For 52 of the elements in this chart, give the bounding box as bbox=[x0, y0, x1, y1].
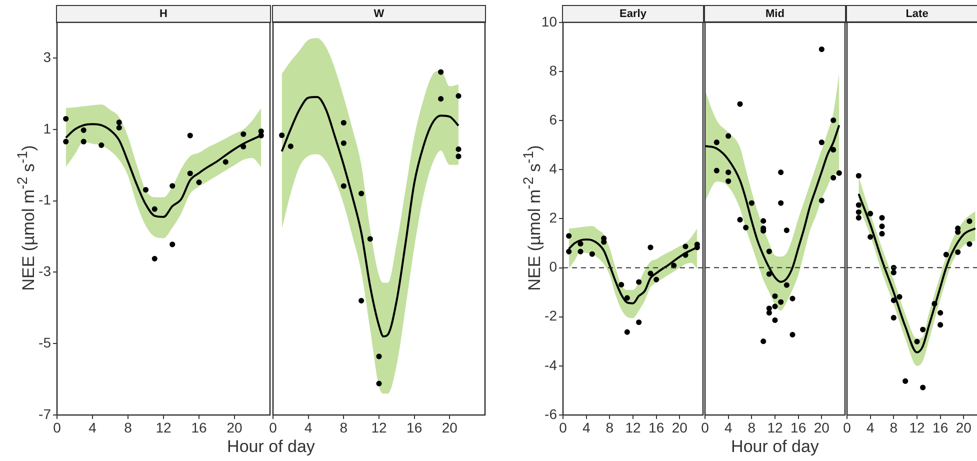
x-tick-label: 20 bbox=[672, 419, 688, 436]
x-tick-label: 0 bbox=[843, 419, 852, 436]
chart-title: Mid bbox=[704, 5, 846, 23]
x-tick-label: 8 bbox=[340, 419, 348, 436]
x-tick-label: 16 bbox=[790, 419, 806, 436]
y-tick-label: -4 bbox=[544, 356, 558, 373]
x-tick-label: 8 bbox=[890, 419, 898, 436]
x-tick-label: 12 bbox=[625, 419, 641, 436]
y-tick-label: 3 bbox=[43, 48, 52, 65]
y-tick-label: 8 bbox=[549, 62, 558, 78]
x-axis-title: Hour of day bbox=[731, 437, 819, 457]
x-tick-label: 16 bbox=[191, 419, 207, 436]
x-tick-label: 20 bbox=[814, 419, 830, 436]
x-tick-label: 20 bbox=[442, 419, 458, 436]
x-tick-label: 0 bbox=[701, 419, 710, 436]
x-tick-label: 12 bbox=[909, 419, 925, 436]
x-tick-label: 12 bbox=[767, 419, 783, 436]
y-tick-label: 10 bbox=[541, 13, 558, 30]
y-tick-label: -6 bbox=[544, 406, 558, 422]
y-tick-label: -1 bbox=[38, 192, 52, 208]
y-tick-label: 4 bbox=[549, 160, 558, 176]
x-tick-label: 12 bbox=[156, 419, 172, 436]
x-tick-label: 16 bbox=[648, 419, 664, 436]
x-tick-label: 8 bbox=[748, 419, 756, 436]
y-tick-label: 6 bbox=[549, 111, 558, 128]
x-tick-label: 4 bbox=[866, 419, 874, 436]
x-tick-label: 0 bbox=[53, 419, 62, 436]
chart-title: W bbox=[272, 5, 486, 23]
chart-title: Late bbox=[846, 5, 977, 23]
y-tick-label: -3 bbox=[38, 263, 52, 280]
x-tick-label: 20 bbox=[956, 419, 972, 436]
x-tick-label: 8 bbox=[606, 419, 614, 436]
x-tick-label: 12 bbox=[371, 419, 387, 436]
x-tick-label: 4 bbox=[582, 419, 590, 436]
y-tick-label: -2 bbox=[544, 308, 558, 324]
y-tick-label: -7 bbox=[38, 406, 52, 422]
x-tick-label: 4 bbox=[88, 419, 97, 436]
x-axis-title: Hour of day bbox=[227, 437, 315, 457]
x-tick-label: 0 bbox=[559, 419, 568, 436]
y-tick-label: 0 bbox=[549, 258, 558, 275]
x-tick-label: 4 bbox=[304, 419, 312, 436]
y-tick-label: 2 bbox=[549, 210, 558, 226]
x-tick-label: 20 bbox=[226, 419, 242, 436]
chart-title: Early bbox=[562, 5, 704, 23]
x-tick-label: 16 bbox=[932, 419, 948, 436]
y-tick-label: -5 bbox=[38, 334, 52, 350]
x-tick-label: 4 bbox=[724, 419, 732, 436]
x-tick-label: 8 bbox=[124, 419, 132, 436]
chart-title: H bbox=[56, 5, 271, 23]
y-tick-label: 1 bbox=[43, 120, 52, 136]
x-tick-label: 0 bbox=[269, 419, 278, 436]
x-tick-label: 16 bbox=[406, 419, 422, 436]
